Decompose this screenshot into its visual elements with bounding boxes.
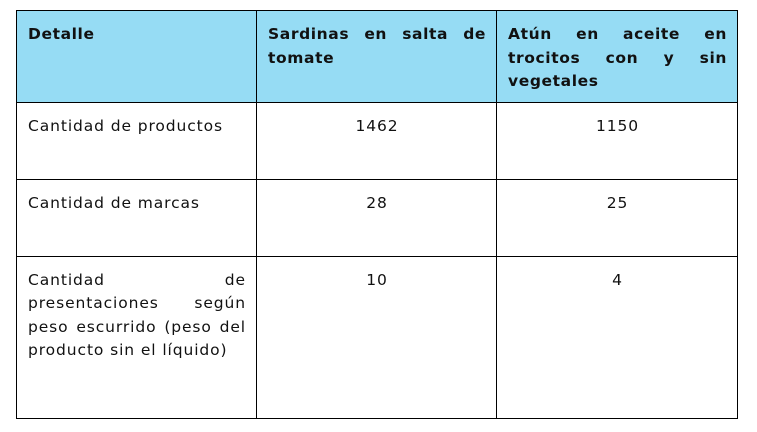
cell-value: 1150 [496,101,738,180]
row-label: Cantidad de productos [16,101,257,180]
cell-value: 25 [496,178,738,257]
row-label: Cantidad de presentaciones según peso es… [16,255,257,419]
comparison-table: Detalle Sardinas en salta de tomate Atún… [16,10,738,419]
cell-value: 4 [496,255,738,419]
cell-value: 28 [256,178,497,257]
cell-value: 1462 [256,101,497,180]
row-label: Cantidad de marcas [16,178,257,257]
header-atun: Atún en aceite en trocitos con y sin veg… [496,10,738,103]
cell-value: 10 [256,255,497,419]
table-row: Cantidad de presentaciones según peso es… [16,255,738,419]
table-row: Cantidad de productos 1462 1150 [16,101,738,180]
header-sardinas: Sardinas en salta de tomate [256,10,497,103]
table-row: Cantidad de marcas 28 25 [16,178,738,257]
header-detalle: Detalle [16,10,257,103]
header-row: Detalle Sardinas en salta de tomate Atún… [16,10,738,103]
